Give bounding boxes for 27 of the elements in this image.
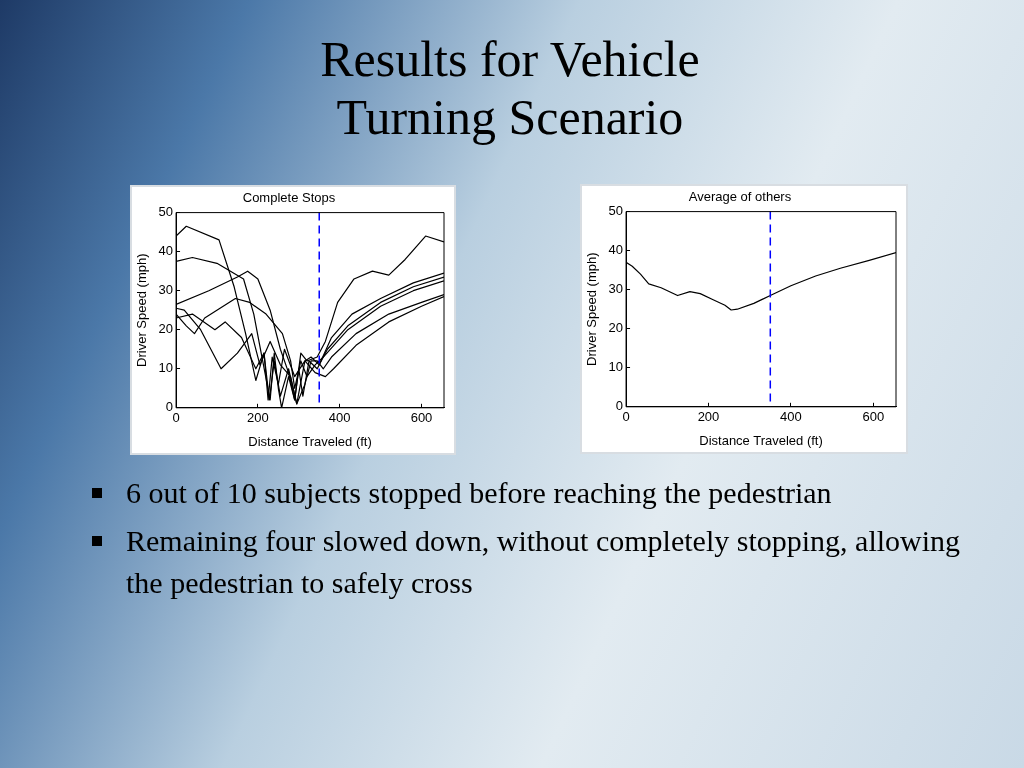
chart-title: Average of others bbox=[688, 189, 792, 205]
y-axis-title: Driver Speed (mph) bbox=[584, 252, 600, 366]
y-tick-label: 10 bbox=[608, 359, 624, 375]
x-axis-title: Distance Traveled (ft) bbox=[248, 433, 372, 449]
y-tick-label: 40 bbox=[608, 242, 624, 258]
x-axis-title: Distance Traveled (ft) bbox=[699, 432, 823, 448]
y-tick-label: 0 bbox=[165, 399, 174, 415]
y-tick-label: 30 bbox=[158, 282, 174, 298]
x-tick-label: 200 bbox=[247, 410, 269, 426]
y-tick-label: 30 bbox=[608, 281, 624, 297]
chart-title: Complete Stops bbox=[242, 190, 336, 206]
y-tick-label: 40 bbox=[158, 243, 174, 259]
x-tick-label: 600 bbox=[410, 410, 433, 426]
text: Remaining four slowed down, without completely stopping, allowing the pedestrian to safely cross bbox=[126, 523, 962, 601]
x-tick-label: 200 bbox=[697, 409, 720, 425]
x-tick-label: 600 bbox=[862, 409, 885, 425]
x-tick-label: 400 bbox=[328, 410, 351, 426]
y-tick-label: 20 bbox=[608, 320, 624, 336]
y-tick-label: 0 bbox=[615, 398, 624, 414]
y-tick-label: 50 bbox=[608, 203, 624, 219]
y-tick-label: 20 bbox=[158, 321, 174, 337]
text: 6 out of 10 subjects stopped before reaching the pedestrian bbox=[126, 475, 833, 511]
text: Results for Vehicle Turning Scenario bbox=[319, 30, 701, 146]
x-tick-label: 400 bbox=[780, 409, 802, 425]
y-tick-label: 50 bbox=[158, 204, 174, 220]
y-axis-title: Driver Speed (mph) bbox=[134, 253, 150, 367]
y-tick-label: 10 bbox=[158, 360, 174, 376]
